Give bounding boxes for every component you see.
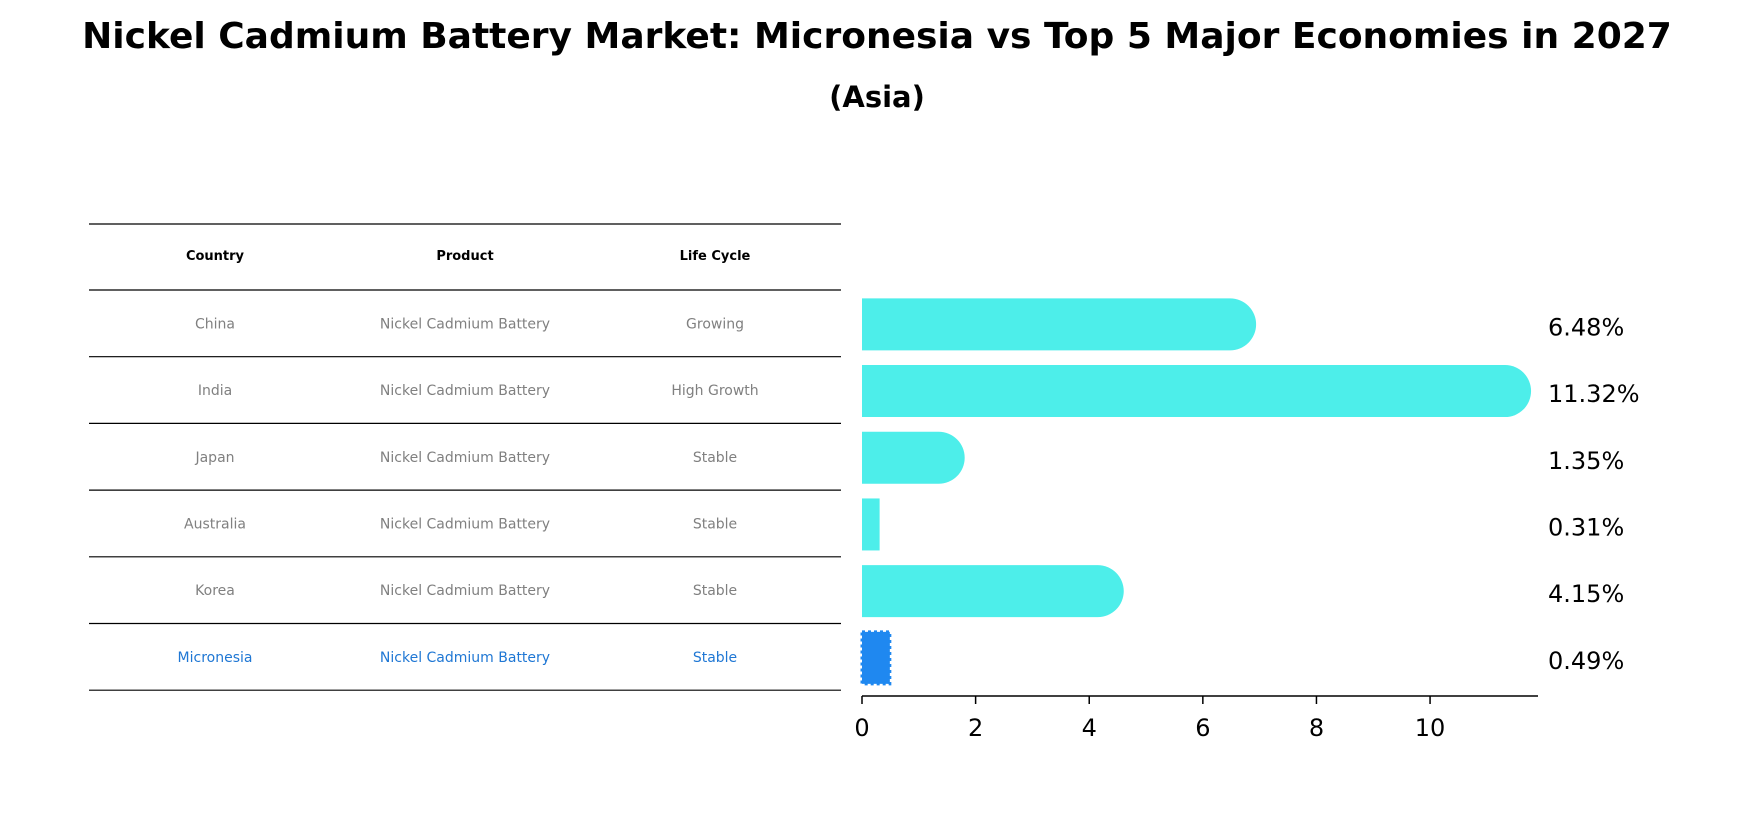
table-cell-product: Nickel Cadmium Battery (380, 450, 550, 466)
bar-china (862, 298, 1257, 351)
table-cell-country: Australia (184, 516, 246, 532)
table-cell-product: Nickel Cadmium Battery (380, 516, 550, 532)
data-label: 0.31% (1548, 513, 1624, 541)
table-header-2: Product (436, 249, 493, 264)
table-cell-country: India (198, 383, 232, 399)
data-label: 1.35% (1548, 447, 1624, 475)
data-label: 11.32% (1548, 380, 1640, 408)
x-tick-label: 4 (1082, 714, 1097, 742)
table-cell-life-cycle: Stable (693, 583, 737, 599)
bar-australia (862, 498, 880, 551)
table-cell-country: Korea (195, 583, 235, 599)
table-cell-life-cycle: High Growth (671, 383, 758, 399)
table-cell-life-cycle: Growing (686, 316, 744, 332)
table-cell-country: Japan (194, 450, 234, 466)
table-cell-life-cycle: Stable (693, 650, 737, 666)
bar-india (862, 365, 1532, 418)
bar-korea (862, 565, 1124, 618)
table-cell-product: Nickel Cadmium Battery (380, 383, 550, 399)
table-cell-life-cycle: Stable (693, 450, 737, 466)
table-cell-product: Nickel Cadmium Battery (380, 583, 550, 599)
data-label: 4.15% (1548, 580, 1624, 608)
data-label: 0.49% (1548, 647, 1624, 675)
data-label: 6.48% (1548, 313, 1624, 341)
table-cell-life-cycle: Stable (693, 516, 737, 532)
bar-micronesia (860, 630, 892, 686)
chart-subtitle: (Asia) (829, 80, 925, 114)
x-tick-label: 2 (968, 714, 983, 742)
x-tick-label: 10 (1415, 714, 1446, 742)
chart-title: Nickel Cadmium Battery Market: Micronesi… (82, 16, 1672, 57)
table-cell-country: Micronesia (178, 650, 253, 666)
table-cell-product: Nickel Cadmium Battery (380, 316, 550, 332)
table-cell-country: China (195, 316, 235, 332)
bar-japan (862, 431, 965, 484)
table-header-3: Life Cycle (680, 249, 751, 264)
x-tick-label: 0 (854, 714, 869, 742)
table-cell-product: Nickel Cadmium Battery (380, 650, 550, 666)
x-tick-label: 8 (1309, 714, 1324, 742)
table-header-1: Country (186, 249, 245, 264)
x-tick-label: 6 (1195, 714, 1210, 742)
